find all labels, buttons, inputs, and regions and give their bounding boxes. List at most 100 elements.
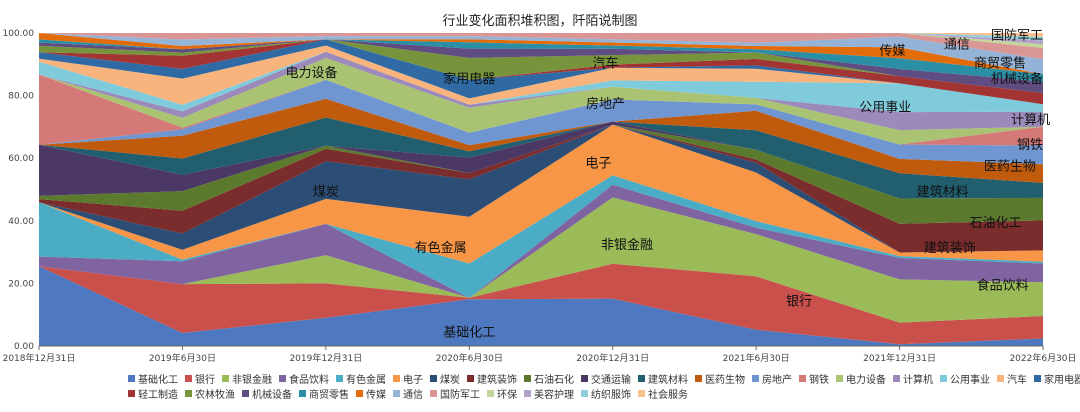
area-series-18: [39, 45, 1043, 105]
legend-swatch: [242, 390, 249, 397]
legend-label: 电力设备: [846, 373, 886, 386]
legend-swatch: [128, 390, 135, 397]
region-label: 石油化工: [969, 216, 1021, 231]
legend-swatch: [638, 375, 645, 382]
region-label: 电子: [585, 157, 611, 172]
axes: 0.00 20.00 40.00 60.00 80.00 100.00 2018年12月31…: [3, 29, 1077, 364]
region-label: 房地产: [586, 96, 625, 112]
area-series-30: [39, 33, 1043, 37]
area-series-8: [39, 124, 1043, 253]
region-label: 汽车: [593, 55, 619, 71]
region-label: 建筑装饰: [924, 240, 976, 256]
legend-label: 食品饮料: [289, 373, 329, 386]
area-series-6: [39, 124, 1043, 264]
region-label: 机械设备: [991, 71, 1043, 87]
region-label: 传媒: [879, 44, 905, 59]
y-tick-label: 0.00: [14, 342, 34, 352]
legend-label: 非银金融: [232, 373, 272, 386]
legend-swatch: [430, 375, 437, 382]
legend-label: 基础化工: [138, 373, 178, 386]
legend-swatch: [393, 375, 400, 382]
y-tick-label: 20.00: [8, 279, 34, 289]
legend-label: 农林牧渔: [195, 388, 235, 401]
region-label: 有色金属: [415, 240, 467, 256]
x-tick-label: 2020年6月30日: [436, 352, 503, 364]
legend-swatch: [581, 390, 588, 397]
region-label: 商贸零售: [974, 55, 1026, 71]
area-series-15: [39, 58, 1043, 145]
legend-swatch: [1034, 375, 1041, 382]
region-label: 建筑材料: [917, 184, 969, 200]
y-tick-label: 100.00: [3, 29, 35, 39]
area-series-1: [39, 266, 1043, 346]
region-label: 钢铁: [1017, 138, 1043, 153]
x-tick-label: 2018年12月31日: [3, 352, 76, 364]
area-series-12: [39, 98, 1043, 183]
legend-swatch: [185, 390, 192, 397]
legend-swatch: [799, 375, 806, 382]
area-series-26: [39, 33, 1043, 60]
region-label: 电力设备: [286, 65, 338, 81]
legend-swatch: [222, 375, 229, 382]
legend-label: 建筑装饰: [477, 373, 517, 386]
region-label: 银行: [786, 294, 812, 309]
x-tick-label: 2020年12月31日: [576, 352, 649, 364]
region-label: 医药生物: [984, 160, 1036, 175]
legend-label: 有色金属: [346, 373, 386, 386]
area-series-24: [39, 33, 1043, 75]
x-tick-label: 2021年6月30日: [723, 352, 790, 364]
legend-label: 公用事业: [950, 373, 990, 386]
area-series-16: [39, 51, 1043, 131]
region-label: 家用电器: [443, 71, 495, 87]
area-series-9: [39, 124, 1043, 224]
legend-swatch: [467, 375, 474, 382]
region-label: 非银金融: [601, 237, 653, 253]
legend-label: 石油石化: [534, 373, 574, 386]
legend-swatch: [524, 375, 531, 382]
y-tick-label: 80.00: [8, 92, 34, 102]
area-series-13: [39, 79, 1043, 165]
legend-label: 煤炭: [440, 373, 460, 386]
area-series-2: [39, 263, 1043, 345]
legend-swatch: [638, 390, 645, 397]
legend-swatch: [185, 375, 192, 382]
legend-label: 商贸零售: [309, 388, 349, 401]
x-tick-label: 2019年6月30日: [149, 352, 216, 364]
area-layers: [39, 33, 1043, 346]
legend-swatch: [336, 375, 343, 382]
legend: 基础化工 银行 非银金融 食品饮料 有色金属 电子 煤炭 建筑装饰 石油石化 交通运输 建筑材料 医药…: [128, 373, 1080, 401]
area-series-11: [39, 117, 1043, 199]
legend-label: 医药生物: [705, 373, 745, 386]
legend-swatch: [752, 375, 759, 382]
area-series-5: [39, 175, 1043, 298]
legend-label: 钢铁: [809, 373, 829, 386]
legend-label: 环保: [497, 388, 517, 401]
legend-label: 银行: [195, 373, 215, 386]
legend-label: 通信: [403, 389, 423, 401]
y-tick-label: 40.00: [8, 217, 34, 227]
legend-label: 计算机: [903, 373, 933, 386]
legend-label: 国防军工: [440, 388, 480, 401]
legend-label: 机械设备: [252, 388, 292, 401]
legend-label: 美容护理: [534, 388, 574, 401]
legend-swatch: [695, 375, 702, 382]
legend-label: 汽车: [1007, 373, 1027, 386]
area-series-10: [39, 121, 1043, 199]
legend-swatch: [940, 375, 947, 382]
legend-swatch: [430, 390, 437, 397]
legend-label: 电子: [403, 373, 423, 386]
region-label: 通信: [944, 38, 970, 53]
legend-swatch: [524, 390, 531, 397]
legend-swatch: [836, 375, 843, 382]
area-series-3: [39, 197, 1043, 323]
region-label: 计算机: [1011, 113, 1050, 128]
y-tick-label: 60.00: [8, 154, 34, 164]
x-tick-label: 2022年6月30日: [1009, 352, 1076, 364]
legend-label: 建筑材料: [648, 373, 688, 386]
area-series-20: [39, 39, 1043, 105]
legend-swatch: [128, 375, 135, 382]
legend-swatch: [393, 390, 400, 397]
legend-swatch: [581, 375, 588, 382]
area-series-17: [39, 51, 1043, 113]
